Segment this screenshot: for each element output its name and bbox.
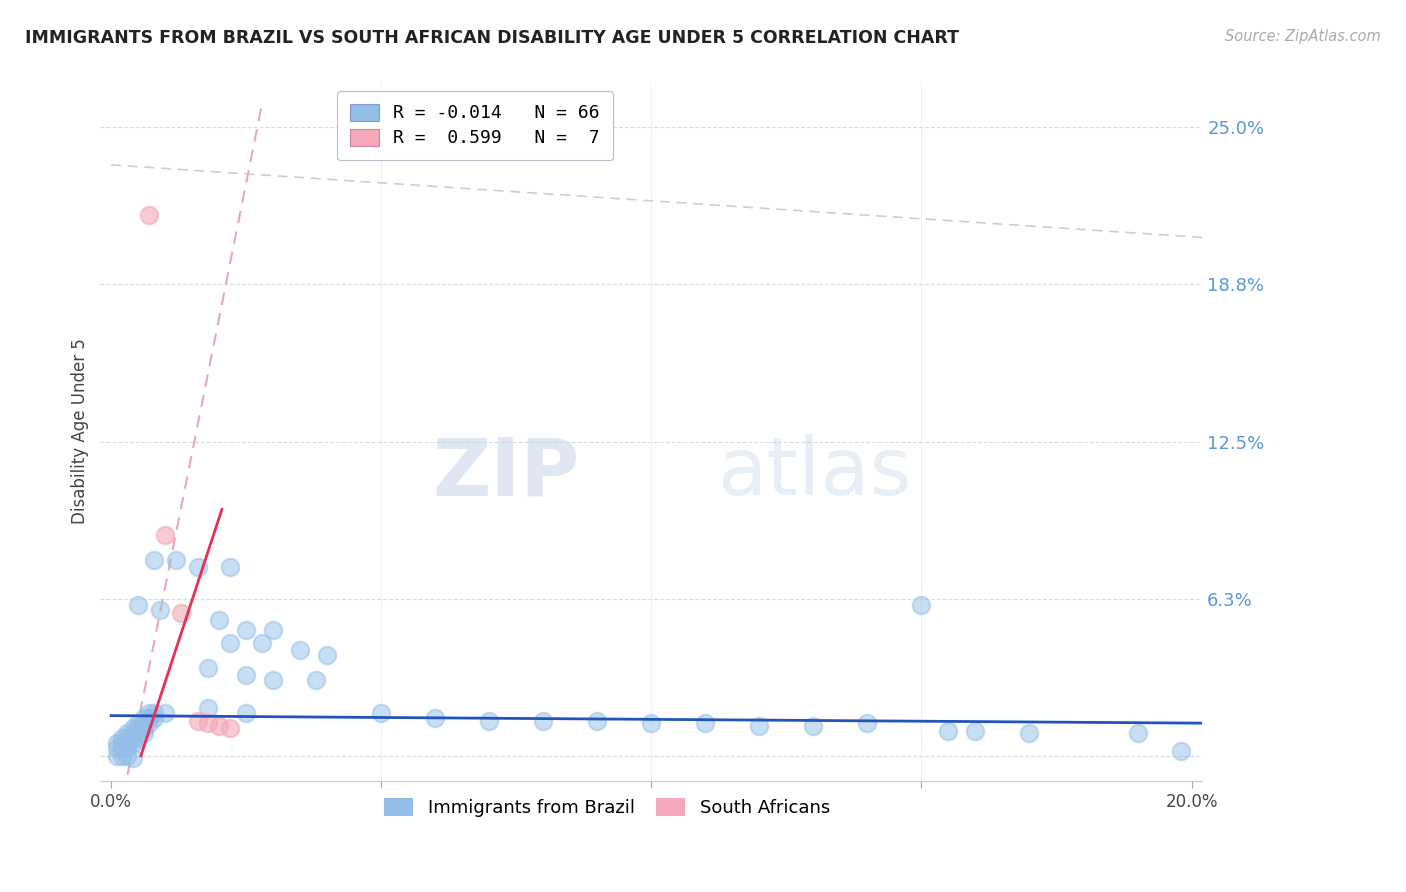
Point: [132, 721, 155, 735]
Point: [121, 731, 143, 746]
Point: [856, 716, 879, 731]
Point: [138, 706, 160, 720]
Point: [197, 661, 219, 675]
Point: [117, 726, 139, 740]
Point: [105, 748, 128, 763]
Point: [197, 716, 219, 731]
Point: [111, 736, 134, 750]
Text: IMMIGRANTS FROM BRAZIL VS SOUTH AFRICAN DISABILITY AGE UNDER 5 CORRELATION CHART: IMMIGRANTS FROM BRAZIL VS SOUTH AFRICAN …: [25, 29, 959, 46]
Point: [143, 711, 166, 725]
Text: ZIP: ZIP: [433, 434, 579, 512]
Point: [1170, 744, 1192, 758]
Point: [132, 716, 155, 731]
Point: [143, 706, 166, 720]
Point: [235, 706, 257, 720]
Point: [695, 716, 717, 731]
Point: [197, 701, 219, 715]
Point: [938, 723, 960, 738]
Point: [640, 716, 662, 731]
Point: [117, 731, 139, 746]
Y-axis label: Disability Age Under 5: Disability Age Under 5: [72, 338, 89, 524]
Point: [262, 623, 284, 637]
Point: [121, 721, 143, 735]
Point: [121, 751, 143, 765]
Point: [262, 673, 284, 688]
Text: Source: ZipAtlas.com: Source: ZipAtlas.com: [1225, 29, 1381, 44]
Point: [290, 643, 312, 657]
Point: [219, 635, 242, 649]
Point: [117, 736, 139, 750]
Point: [117, 748, 139, 763]
Point: [187, 560, 209, 574]
Point: [132, 726, 155, 740]
Point: [370, 706, 392, 720]
Point: [586, 714, 609, 728]
Point: [478, 714, 501, 728]
Point: [316, 648, 339, 663]
Point: [138, 711, 160, 725]
Point: [803, 719, 825, 733]
Point: [1126, 726, 1149, 740]
Point: [117, 741, 139, 756]
Point: [219, 560, 242, 574]
Point: [127, 726, 149, 740]
Point: [305, 673, 328, 688]
Point: [153, 527, 176, 541]
Point: [187, 714, 209, 728]
Point: [165, 552, 187, 566]
Point: [235, 668, 257, 682]
Point: [111, 748, 134, 763]
Point: [111, 741, 134, 756]
Point: [105, 736, 128, 750]
Point: [105, 741, 128, 756]
Point: [127, 598, 149, 612]
Point: [149, 603, 172, 617]
Point: [121, 736, 143, 750]
Point: [143, 552, 166, 566]
Point: [1018, 726, 1040, 740]
Legend: Immigrants from Brazil, South Africans: Immigrants from Brazil, South Africans: [377, 791, 838, 824]
Point: [111, 731, 134, 746]
Point: [138, 716, 160, 731]
Point: [132, 711, 155, 725]
Point: [425, 711, 447, 725]
Point: [219, 721, 242, 735]
Point: [252, 635, 274, 649]
Point: [138, 208, 160, 222]
Point: [127, 731, 149, 746]
Point: [965, 723, 987, 738]
Point: [127, 721, 149, 735]
Point: [127, 716, 149, 731]
Point: [121, 726, 143, 740]
Point: [153, 706, 176, 720]
Point: [208, 613, 231, 627]
Point: [170, 606, 193, 620]
Point: [208, 719, 231, 733]
Point: [748, 719, 770, 733]
Point: [910, 598, 932, 612]
Point: [235, 623, 257, 637]
Point: [531, 714, 554, 728]
Text: atlas: atlas: [717, 434, 912, 512]
